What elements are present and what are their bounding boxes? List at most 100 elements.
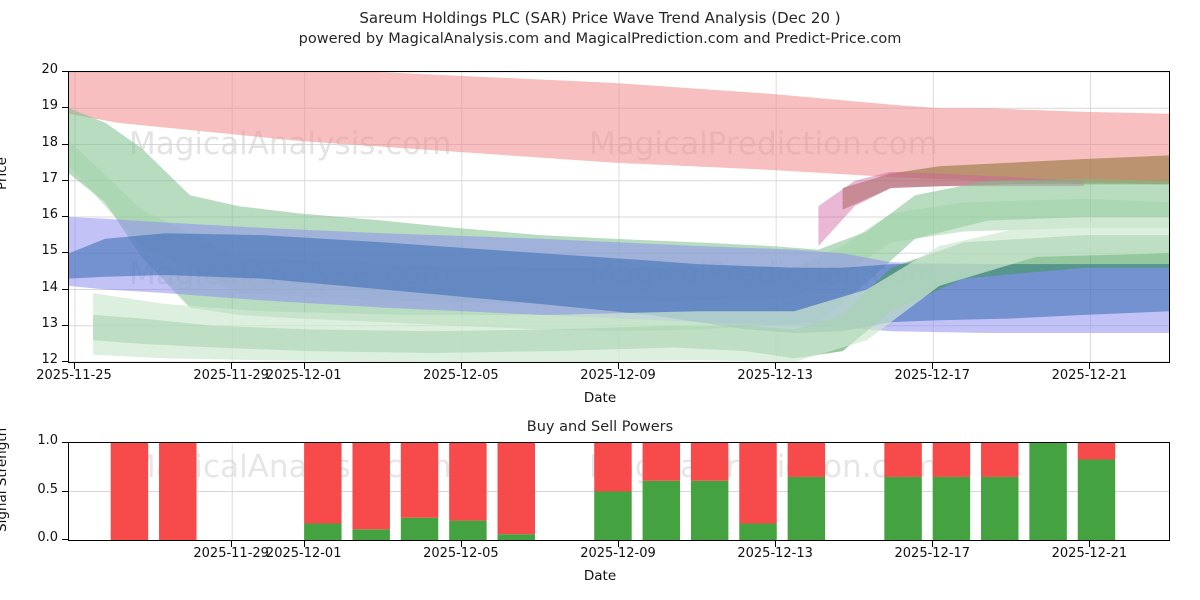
price-y-tick-label: 14 [41,279,58,295]
signal-bar-sell [739,443,777,524]
signal-x-tick-label: 2025-12-13 [737,546,813,561]
signal-x-tick-mark [618,541,619,547]
price-y-tick-mark [62,71,68,72]
signal-bar-buy [932,476,971,540]
signal-x-tick-label: 2025-11-29 [193,546,269,561]
price-x-tick-label: 2025-12-09 [580,368,656,383]
price-x-tick-label: 2025-11-25 [36,368,112,383]
price-y-tick-label: 17 [41,170,58,186]
signal-bar-buy [642,480,681,540]
price-x-tick-mark [303,363,305,369]
signal-bar-sell [497,443,535,535]
price-y-tick-label: 16 [41,207,58,222]
page-subtitle: powered by MagicalAnalysis.com and Magic… [298,31,902,47]
signal-bar-buy [400,517,439,540]
price-x-tick-label: 2025-12-01 [265,368,342,383]
price-y-tick-mark [62,252,68,254]
price-y-tick-mark [62,288,68,290]
price-x-tick-mark [618,363,619,369]
signal-bar-sell [690,443,729,481]
page-title: Sareum Holdings PLC (SAR) Price Wave Tre… [359,9,841,27]
signal-bar-buy [1029,443,1067,540]
signal-bar-sell [449,443,487,521]
price-x-tick-mark [460,363,462,369]
price-y-tick-label: 19 [41,98,58,114]
signal-y-tick-label: 0.0 [37,530,58,545]
price-y-tick-mark [62,143,68,145]
signal-bar-sell [594,443,632,492]
price-y-tick-label: 20 [41,62,58,77]
signal-bar-buy [449,520,487,540]
signal-bar-sell [1077,443,1116,460]
signal-y-tick-label: 1.0 [37,433,58,448]
signal-y-tick-mark [62,490,68,492]
price-x-tick-mark [1089,363,1091,369]
signal-bar-buy [1077,459,1116,540]
signal-x-tick-label: 2025-12-05 [423,546,499,561]
price-y-tick-label: 12 [41,352,58,367]
signal-x-tick-label: 2025-12-01 [265,546,342,561]
signal-x-tick-mark [231,541,233,547]
signal-x-tick-mark [932,541,934,547]
price-y-axis-label: Price [0,157,10,190]
signal-x-tick-mark [303,541,305,547]
signal-bar-buy [594,491,632,540]
signal-x-tick-mark [775,541,777,547]
price-x-tick-label: 2025-11-29 [193,368,269,383]
signal-bar-sell [159,443,197,540]
signal-bar-sell [400,443,439,518]
price-x-tick-mark [932,363,934,369]
signal-x-tick-mark [460,541,462,547]
price-band-magenta-spike-band [818,171,1085,246]
price-x-tick-mark [775,363,777,369]
price-y-tick-label: 13 [41,315,58,331]
signal-bar-sell [304,443,342,524]
price-y-tick-label: 18 [41,134,58,150]
signal-x-axis-label: Date [583,568,617,584]
signal-bar-buy [739,523,777,540]
price-x-tick-mark [231,363,233,369]
signal-bar-sell [884,443,922,477]
price-y-tick-mark [62,324,68,326]
price-x-tick-label: 2025-12-05 [423,368,499,383]
price-x-tick-label: 2025-12-13 [737,368,813,383]
signal-bar-sell [787,443,826,477]
price-x-tick-label: 2025-12-21 [1051,368,1128,383]
price-y-tick-mark [62,361,68,362]
signal-chart-title: Buy and Sell Powers [526,419,674,435]
signal-bar-sell [981,443,1019,477]
signal-bar-sell [932,443,971,477]
title-block: Sareum Holdings PLC (SAR) Price Wave Tre… [0,8,1200,50]
price-y-tick-mark [62,107,68,109]
signal-bar-buy [884,476,922,540]
signal-bar-buy [981,476,1019,540]
price-y-tick-label: 15 [41,243,58,259]
signal-bar-sell [642,443,681,481]
price-x-tick-mark [74,363,76,369]
signal-bar-buy [690,480,729,540]
signal-y-axis-label: Signal Strength [0,427,10,532]
signal-y-tick-label: 0.5 [37,481,58,497]
signal-bar-buy [497,534,535,540]
price-band-dark-green-lower-band [93,235,1169,359]
signal-bar-buy [352,529,390,540]
price-y-tick-mark [62,179,68,181]
price-x-tick-label: 2025-12-17 [894,368,971,383]
signal-bar-buy [787,476,826,540]
price-x-axis-label: Date [583,390,617,406]
signal-x-tick-label: 2025-12-21 [1051,546,1128,561]
signal-bar-buy [304,523,342,540]
signal-bar-sell [110,443,149,540]
price-y-tick-mark [62,216,68,217]
signal-x-tick-label: 2025-12-17 [894,546,971,561]
price-chart-plot-area: MagicalAnalysis.comMagicalPrediction.com… [68,71,1170,363]
signal-bar-sell [352,443,390,530]
price-band-pale-green-ghost-band [93,220,1169,362]
signal-chart-plot-area: MagicalAnalysis.comMagicalPrediction.com [68,442,1170,541]
signal-x-tick-label: 2025-12-09 [580,546,656,561]
price-band-upper-resistance-band [69,72,1169,185]
signal-x-tick-mark [1089,541,1091,547]
signal-y-tick-mark [62,539,68,540]
signal-y-tick-mark [62,442,68,443]
